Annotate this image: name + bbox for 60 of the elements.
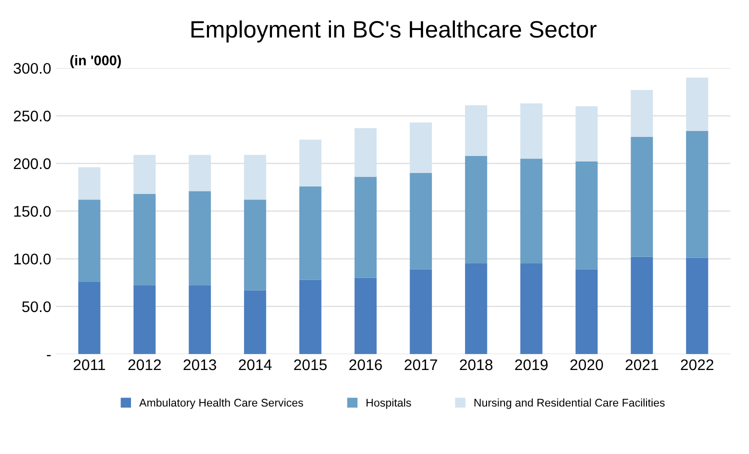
- bar: [465, 156, 488, 264]
- x-tick-label: 2014: [238, 359, 272, 370]
- bar: [299, 280, 322, 354]
- x-tick-label: 2012: [128, 359, 161, 370]
- bar: [576, 269, 598, 354]
- bar: [520, 158, 542, 264]
- legend-label: Ambulatory Health Care Services: [139, 398, 304, 409]
- bar: [188, 285, 211, 354]
- bar: [244, 290, 266, 354]
- bar: [520, 264, 542, 354]
- bar: [354, 176, 377, 278]
- bar: [299, 186, 322, 280]
- bar: [410, 269, 432, 354]
- bar: [354, 278, 377, 354]
- x-tick-label: 2019: [515, 359, 548, 370]
- x-tick-label: 2018: [460, 359, 492, 370]
- x-tick-label: 2020: [570, 359, 604, 370]
- legend-label: Nursing and Residential Care Facilities: [474, 398, 665, 409]
- y-tick-label: 150.0: [14, 206, 51, 217]
- y-tick-label: 200.0: [14, 158, 51, 170]
- x-tick-label: 2011: [74, 359, 106, 370]
- bar: [410, 172, 432, 270]
- bar: [630, 90, 653, 137]
- bar: [78, 200, 100, 282]
- bar: [410, 122, 432, 173]
- x-tick-label: 2022: [680, 359, 714, 370]
- y-tick-label: 100.0: [14, 254, 51, 264]
- bar: [630, 136, 653, 257]
- bar: [134, 154, 156, 194]
- bar: [465, 105, 488, 156]
- bar: [686, 258, 708, 354]
- x-tick-label: 2017: [404, 359, 438, 370]
- bar: [465, 264, 488, 354]
- x-tick-label: 2016: [349, 359, 382, 370]
- x-tick-label: 2015: [294, 359, 327, 370]
- legend-label: Hospitals: [366, 398, 411, 409]
- bar: [134, 285, 156, 354]
- bar: [520, 103, 542, 159]
- bar: [354, 128, 377, 177]
- y-tick-label: 50.0: [22, 301, 51, 312]
- bar: [576, 162, 598, 270]
- y-tick-label: 300.0: [14, 62, 51, 74]
- bar: [78, 282, 100, 354]
- bar: [576, 106, 598, 162]
- y-tick-label: 250.0: [14, 110, 51, 122]
- bar: [686, 78, 708, 132]
- text: (in '000): [70, 55, 121, 68]
- x-tick-label: 2021: [626, 359, 658, 370]
- bar: [78, 167, 100, 200]
- bar: [244, 200, 266, 290]
- bar: [188, 154, 211, 192]
- bar: [134, 194, 156, 286]
- bar: [686, 131, 708, 258]
- bar: [299, 140, 322, 186]
- bar: [244, 154, 266, 200]
- y-tick-label: -: [46, 355, 51, 356]
- chart-title: Employment in BC's Healthcare Sector: [191, 20, 597, 42]
- bar: [630, 256, 653, 354]
- x-tick-label: 2013: [184, 359, 216, 370]
- bar: [188, 191, 211, 286]
